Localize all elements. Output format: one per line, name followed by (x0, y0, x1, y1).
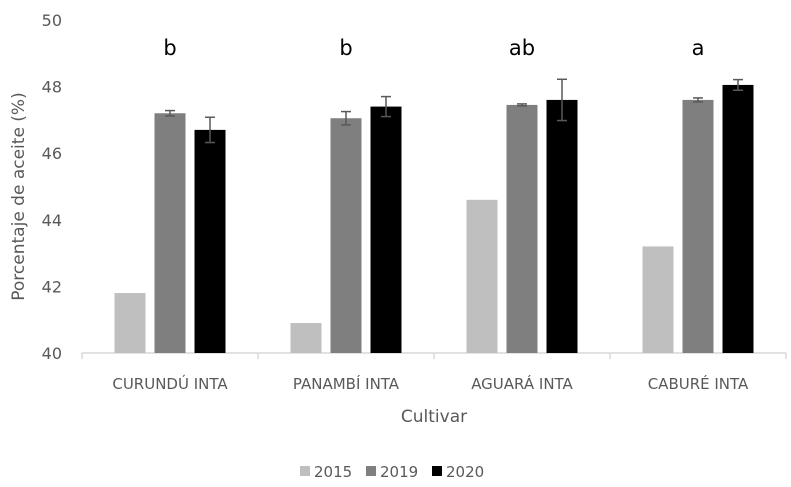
category-label: PANAMBÍ INTA (293, 374, 400, 393)
bar-2015 (290, 323, 322, 353)
significance-letters: b b ab a (163, 36, 704, 60)
y-tick-label: 48 (42, 78, 62, 97)
category-label: CURUNDÚ INTA (112, 374, 228, 393)
significance-letter: ab (509, 36, 535, 60)
y-tick-label: 46 (42, 144, 62, 163)
bar-2019 (506, 104, 538, 353)
x-axis-title: Cultivar (401, 407, 467, 427)
category-label: CABURÉ INTA (648, 374, 749, 393)
bar-2020 (722, 84, 754, 353)
y-tick-label: 44 (42, 211, 62, 230)
bar-2020 (370, 106, 402, 353)
y-tick-label: 42 (42, 277, 62, 296)
category-tick-marks (81, 353, 787, 359)
bar-2019 (682, 99, 714, 353)
legend-item-2020: 2020 (432, 463, 484, 481)
y-tick-label: 40 (42, 344, 62, 363)
significance-letter: b (163, 36, 176, 60)
bar-2015 (466, 199, 498, 353)
bar-2019 (154, 113, 186, 354)
bar-2019 (330, 118, 362, 353)
category-labels: CURUNDÚ INTA PANAMBÍ INTA AGUARÁ INTA CABUR… (112, 374, 749, 393)
legend-swatch (300, 466, 310, 476)
bar-2015 (114, 293, 146, 353)
legend-item-2019: 2019 (366, 463, 418, 481)
y-axis-ticks: 40 42 44 46 48 50 (42, 11, 62, 363)
significance-letter: b (339, 36, 352, 60)
legend-label: 2019 (380, 463, 418, 481)
significance-letter: a (692, 36, 705, 60)
bar-2015 (642, 246, 674, 353)
error-bars (165, 78, 743, 144)
legend-swatch (366, 466, 376, 476)
y-axis-title: Porcentaje de aceite (%) (9, 92, 29, 300)
bar-2020 (546, 99, 578, 353)
y-tick-label: 50 (42, 11, 62, 30)
bar-2020 (194, 129, 226, 353)
legend-swatch (432, 466, 442, 476)
bars (114, 84, 754, 354)
legend-label: 2020 (446, 463, 484, 481)
legend-item-2015: 2015 (300, 463, 352, 481)
legend: 2015 2019 2020 (300, 463, 484, 481)
legend-label: 2015 (314, 463, 352, 481)
category-label: AGUARÁ INTA (471, 374, 573, 393)
